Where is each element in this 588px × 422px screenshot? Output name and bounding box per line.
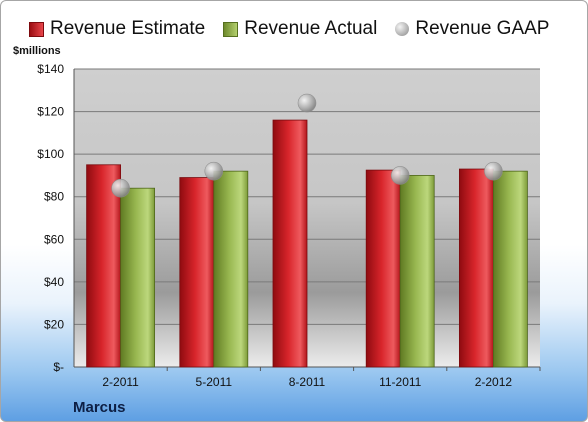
- gaap-marker: [297, 93, 317, 113]
- x-tick-label: 8-2011: [289, 375, 326, 389]
- bar-actual: [120, 187, 155, 368]
- y-tick-label: $60: [44, 232, 64, 246]
- gaap-marker: [111, 178, 130, 198]
- legend-item-estimate: Revenue Estimate: [29, 18, 205, 40]
- legend-swatch-actual: [223, 21, 239, 37]
- gaap-marker: [484, 161, 503, 181]
- company-name: Marcus: [73, 399, 126, 416]
- gaap-marker: [204, 161, 224, 181]
- y-tick-label: $80: [44, 190, 64, 204]
- bar-actual: [399, 175, 435, 368]
- y-tick-label: $100: [37, 147, 64, 161]
- y-tick-label: $20: [44, 317, 64, 331]
- legend: Revenue Estimate Revenue Actual Revenue …: [29, 16, 549, 42]
- legend-label-gaap: Revenue GAAP: [415, 18, 550, 39]
- legend-item-actual: Revenue Actual: [223, 18, 377, 40]
- y-tick-label: $40: [44, 275, 64, 289]
- bar-estimate: [458, 168, 494, 368]
- gaap-marker: [390, 166, 410, 185]
- legend-label-estimate: Revenue Estimate: [50, 18, 206, 39]
- x-tick-label: 2-2011: [102, 375, 139, 389]
- bar-estimate: [179, 177, 215, 368]
- y-unit-label: $millions: [13, 45, 61, 57]
- bar-estimate: [86, 164, 121, 368]
- y-tick-label: $140: [37, 62, 64, 76]
- x-tick-label: 11-2011: [379, 375, 422, 389]
- bar-actual: [213, 170, 249, 368]
- legend-item-gaap: Revenue GAAP: [395, 18, 549, 40]
- x-tick-label: 5-2011: [196, 375, 233, 389]
- bar-estimate: [365, 169, 401, 368]
- legend-label-actual: Revenue Actual: [244, 18, 378, 39]
- x-tick-label: 2-2012: [475, 375, 513, 389]
- legend-swatch-gaap: [395, 22, 410, 36]
- legend-swatch-estimate: [29, 21, 44, 37]
- bar-actual: [492, 170, 528, 368]
- y-tick-label: $120: [37, 105, 64, 119]
- bar-estimate: [272, 119, 308, 368]
- y-tick-label: $-: [53, 360, 64, 374]
